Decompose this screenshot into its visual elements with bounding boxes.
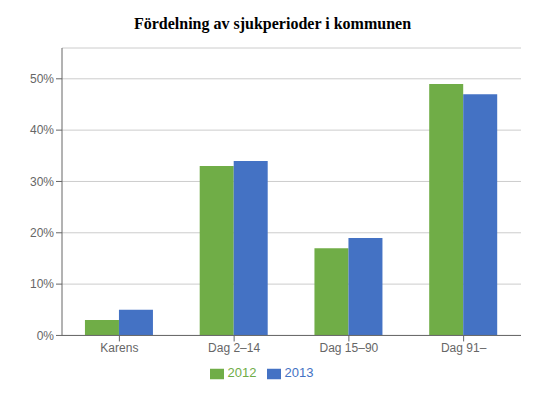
- svg-text:Dag 15–90: Dag 15–90: [320, 341, 379, 355]
- html-text:2012: 2012: [227, 365, 257, 381]
- html-text:2013: 2013: [284, 365, 314, 381]
- html-text:Fördelning av sjukperioder i k: Fördelning av sjukperioder i kommunen: [134, 15, 411, 32]
- svg-text:10%: 10%: [30, 277, 54, 291]
- svg-text:30%: 30%: [30, 175, 54, 189]
- svg-text:Dag 91–: Dag 91–: [441, 341, 487, 355]
- svg-text:40%: 40%: [30, 123, 54, 137]
- svg-text:20%: 20%: [30, 226, 54, 240]
- svg-text:Dag 2–14: Dag 2–14: [208, 341, 260, 355]
- svg-text:50%: 50%: [30, 72, 54, 86]
- svg-text:0%: 0%: [37, 329, 55, 343]
- svg-text:Karens: Karens: [100, 341, 138, 355]
